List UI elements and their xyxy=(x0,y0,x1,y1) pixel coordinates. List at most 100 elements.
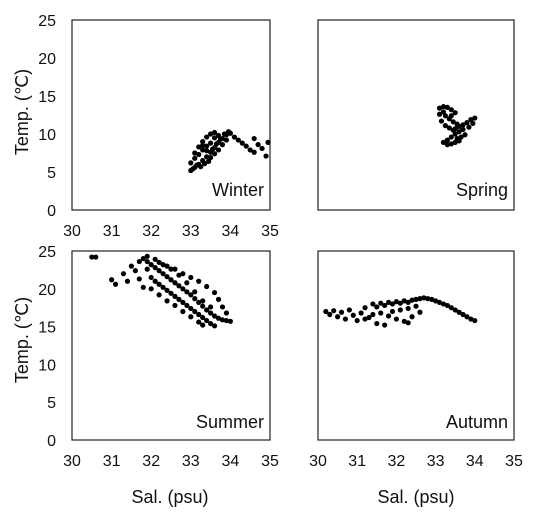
data-point xyxy=(109,277,115,283)
data-point xyxy=(374,320,380,327)
xtick-label: 33 xyxy=(182,453,200,470)
data-point xyxy=(444,137,450,143)
data-point xyxy=(124,278,131,284)
data-point xyxy=(172,266,178,272)
data-point xyxy=(436,111,443,117)
data-point xyxy=(219,317,226,323)
data-point xyxy=(370,301,376,307)
xtick-label: 34 xyxy=(466,453,484,470)
data-point xyxy=(331,308,337,314)
data-point xyxy=(160,284,166,290)
data-point xyxy=(217,136,224,142)
panel-frame-autumn xyxy=(317,250,515,441)
data-point xyxy=(468,316,474,322)
data-point xyxy=(440,139,447,145)
data-point xyxy=(448,141,454,147)
data-point xyxy=(327,311,333,318)
data-point xyxy=(184,289,190,295)
data-point xyxy=(235,137,241,143)
data-point xyxy=(164,263,170,269)
data-point xyxy=(255,142,261,148)
panel-frame-summer xyxy=(71,250,271,441)
data-point xyxy=(456,123,462,129)
data-point xyxy=(444,142,450,148)
data-point xyxy=(188,160,194,166)
ytick-label: 15 xyxy=(38,89,56,106)
xtick-label: 34 xyxy=(222,223,240,240)
data-point xyxy=(204,134,210,140)
data-point xyxy=(180,299,186,306)
data-point xyxy=(209,146,216,152)
data-point xyxy=(176,272,182,278)
data-point xyxy=(196,299,202,306)
xtick-label: 31 xyxy=(103,223,121,240)
data-point xyxy=(148,286,154,292)
data-point xyxy=(215,296,222,302)
xtick-label: 35 xyxy=(261,453,279,470)
data-point xyxy=(180,286,186,292)
data-point xyxy=(184,280,190,286)
data-point xyxy=(211,129,218,136)
data-point xyxy=(148,262,154,268)
data-point xyxy=(259,145,265,152)
data-point xyxy=(211,135,218,141)
data-point xyxy=(211,289,218,296)
data-point xyxy=(448,107,454,113)
data-point xyxy=(172,293,178,299)
data-point xyxy=(393,299,399,305)
data-point xyxy=(231,134,237,140)
data-point xyxy=(219,304,226,310)
data-point xyxy=(132,268,138,274)
data-point xyxy=(338,309,345,315)
data-point xyxy=(464,314,470,320)
ytick-label: 5 xyxy=(47,165,56,182)
data-point xyxy=(382,322,388,328)
data-point xyxy=(409,297,415,303)
data-point xyxy=(472,317,478,324)
data-point xyxy=(251,149,257,155)
data-point xyxy=(446,125,452,131)
season-label-spring: Spring xyxy=(456,180,508,200)
data-point xyxy=(462,132,468,138)
data-point xyxy=(405,320,411,326)
data-point xyxy=(366,314,372,321)
data-point xyxy=(397,307,403,313)
data-point xyxy=(192,308,198,315)
panel-winter: 0 5 10 15 20 25 30 31 32 33 34 35 Winter xyxy=(38,13,279,240)
data-point xyxy=(219,142,226,148)
data-point xyxy=(374,304,380,310)
data-point xyxy=(188,274,194,281)
data-point xyxy=(188,292,194,298)
data-point xyxy=(429,296,435,302)
points-spring xyxy=(436,104,478,148)
xtick-label: 32 xyxy=(388,453,406,470)
xtick-label: 33 xyxy=(182,223,200,240)
data-point xyxy=(200,322,206,328)
data-point xyxy=(204,283,210,290)
data-point xyxy=(196,151,202,158)
data-point xyxy=(460,122,466,128)
data-point xyxy=(204,143,210,149)
data-point xyxy=(385,313,392,319)
data-point xyxy=(335,314,341,320)
data-point xyxy=(180,271,186,277)
data-point xyxy=(89,254,95,260)
data-point xyxy=(452,126,458,132)
data-point xyxy=(440,104,447,110)
data-point xyxy=(444,302,450,309)
data-point xyxy=(136,276,142,282)
data-point xyxy=(389,308,396,315)
data-point xyxy=(208,140,214,146)
data-point xyxy=(456,129,462,135)
data-point xyxy=(247,147,253,153)
data-point xyxy=(221,131,228,137)
data-point xyxy=(168,266,174,272)
data-point xyxy=(265,139,271,145)
data-point xyxy=(472,115,478,121)
data-point xyxy=(223,317,230,324)
data-point xyxy=(168,277,174,283)
season-label-winter: Winter xyxy=(212,180,264,200)
ytick-label: 20 xyxy=(38,282,56,299)
data-point xyxy=(202,161,208,167)
data-point xyxy=(144,253,150,259)
